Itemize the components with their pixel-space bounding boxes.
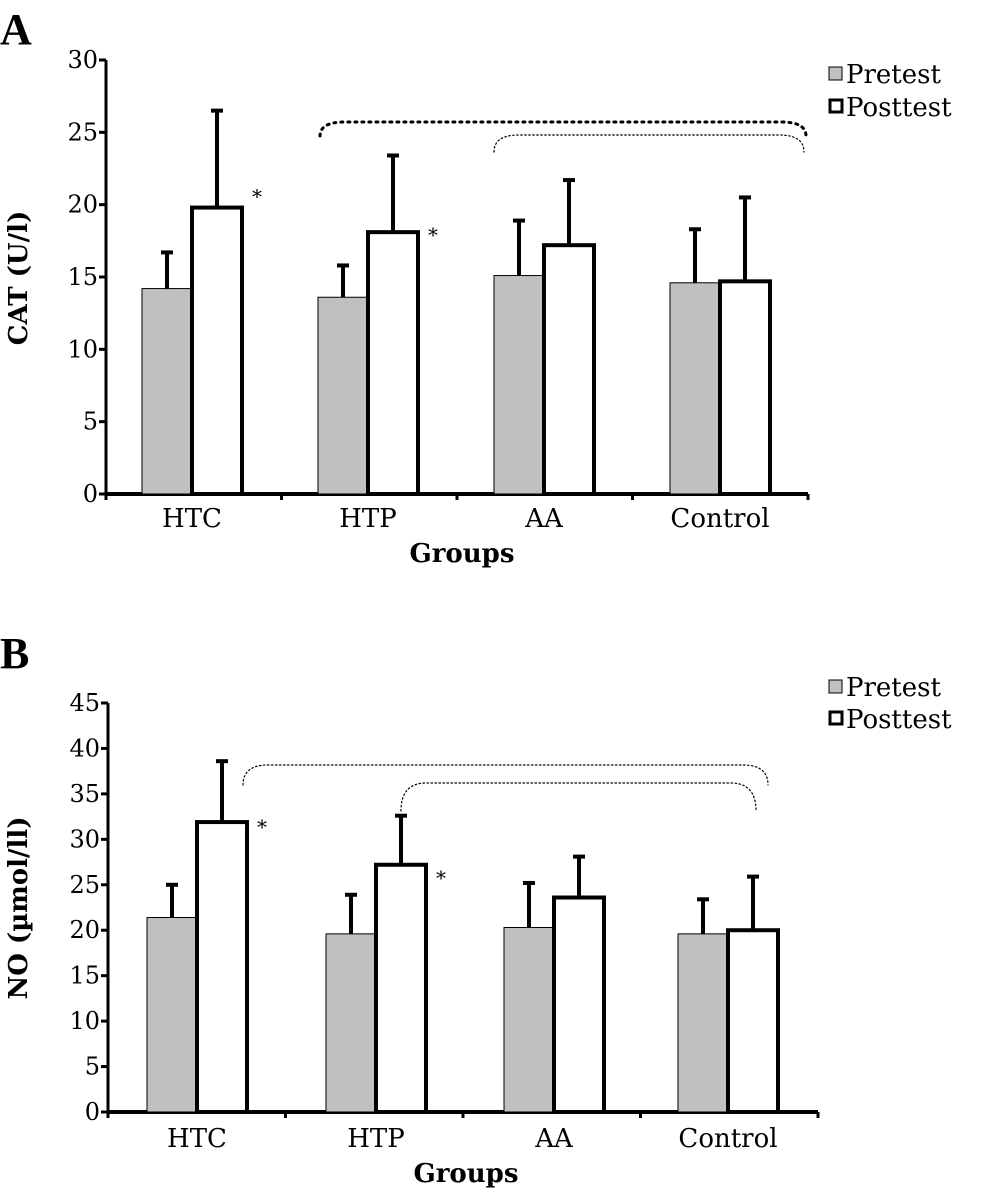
panel-b-y-tick-label: 25 bbox=[69, 871, 100, 899]
panel-b-category-label: AA bbox=[534, 1124, 574, 1154]
panel-a-y-tick-label: 30 bbox=[67, 46, 98, 74]
panel-b-bar-pretest-htc bbox=[146, 916, 198, 1113]
panel-b-comparison-bracket bbox=[242, 764, 769, 786]
panel-a-y-tick-label: 10 bbox=[67, 335, 98, 363]
panel-b-significance-mark: * bbox=[257, 815, 267, 839]
panel-b-y-tick-label: 15 bbox=[69, 962, 100, 990]
panel-b-y-tick-label: 5 bbox=[85, 1053, 100, 1081]
panel-b-bar-pretest-aa bbox=[503, 926, 555, 1113]
panel-a-bar-posttest-htc bbox=[190, 205, 244, 496]
panel-a-comparison-bracket bbox=[493, 134, 805, 153]
panel-b-legend-pretest-swatch bbox=[828, 679, 843, 694]
panel-a-bar-posttest-control bbox=[718, 279, 772, 496]
panel-a-legend-posttest-swatch bbox=[828, 98, 844, 114]
panel-a-y-tick-label: 25 bbox=[67, 118, 98, 146]
panel-b-legend-posttest-swatch bbox=[828, 710, 844, 726]
panel-a-letter: A bbox=[0, 5, 32, 54]
panel-b-legend-pretest-label: Pretest bbox=[846, 673, 941, 703]
panel-a-category-label: AA bbox=[524, 504, 564, 534]
panel-b-category-label: Control bbox=[678, 1124, 777, 1154]
panel-a-bar-pretest-htp bbox=[317, 296, 369, 495]
panel-a-y-axis-title: CAT (U/l) bbox=[4, 211, 34, 346]
panel-b-legend-posttest-label: Posttest bbox=[846, 705, 952, 735]
panel-b-bar-pretest-htp bbox=[325, 933, 377, 1113]
panel-b-bar-posttest-htp bbox=[374, 862, 428, 1114]
panel-a-legend-pretest-label: Pretest bbox=[846, 60, 941, 90]
panel-a-significance-mark: * bbox=[252, 185, 262, 209]
panel-b-bar-pretest-control bbox=[677, 933, 729, 1113]
panel-b-y-tick-label: 10 bbox=[69, 1007, 100, 1035]
panel-b-bar-posttest-htc bbox=[195, 820, 249, 1114]
panel-b-y-tick-label: 20 bbox=[69, 916, 100, 944]
panel-b-bar-posttest-aa bbox=[552, 895, 606, 1114]
panel-b-category-label: HTC bbox=[167, 1124, 227, 1154]
panel-b-y-axis-title: NO (µmol/ll) bbox=[4, 816, 34, 999]
panel-a-category-label: HTP bbox=[339, 504, 397, 534]
panel-b-y-tick-label: 30 bbox=[69, 825, 100, 853]
panel-a-category-label: Control bbox=[670, 504, 769, 534]
panel-a-y-tick-label: 20 bbox=[67, 191, 98, 219]
panel-b-bar-posttest-control bbox=[726, 928, 780, 1114]
panel-b-comparison-bracket bbox=[400, 782, 757, 812]
panel-a-bar-posttest-htp bbox=[366, 230, 420, 497]
panel-a-bar-pretest-control bbox=[669, 282, 721, 495]
panel-b-significance-mark: * bbox=[436, 866, 446, 890]
panel-a-bar-pretest-aa bbox=[493, 275, 545, 495]
panel-b-bars: ** bbox=[146, 759, 780, 1114]
panel-a-y-tick-label: 15 bbox=[67, 263, 98, 291]
panel-b-axes: 0 5 10 15 20 25 30 35 40 45 HTC HTP AA Control bbox=[69, 689, 820, 1154]
panel-a-legend-posttest-label: Posttest bbox=[846, 93, 952, 123]
panel-a-brackets bbox=[318, 120, 808, 153]
panel-b-category-label: HTP bbox=[347, 1124, 405, 1154]
panel-b-y-tick-label: 40 bbox=[69, 734, 100, 762]
panel-b-letter: B bbox=[0, 629, 29, 678]
panel-a-significance-mark: * bbox=[428, 223, 438, 247]
panel-b-brackets bbox=[242, 764, 769, 812]
panel-b-y-tick-label: 45 bbox=[69, 689, 100, 717]
panel-a-bar-pretest-htc bbox=[141, 288, 193, 495]
panel-a-x-axis-title: Groups bbox=[410, 539, 515, 569]
panel-a-y-tick-label: 0 bbox=[83, 480, 98, 508]
panel-a-bars: ** bbox=[141, 108, 772, 497]
panel-a-category-label: HTC bbox=[162, 504, 222, 534]
panel-b-x-axis-title: Groups bbox=[414, 1159, 519, 1189]
panel-b-legend: Pretest Posttest bbox=[828, 673, 952, 735]
panel-a-legend: Pretest Posttest bbox=[828, 60, 952, 123]
panel-a-legend-pretest-swatch bbox=[828, 66, 843, 81]
panel-a-comparison-bracket bbox=[318, 120, 808, 138]
panel-b-y-tick-label: 35 bbox=[69, 780, 100, 808]
panel-a-bar-posttest-aa bbox=[542, 243, 596, 496]
panel-a-y-tick-label: 5 bbox=[83, 408, 98, 436]
panel-b-y-tick-label: 0 bbox=[85, 1098, 100, 1126]
